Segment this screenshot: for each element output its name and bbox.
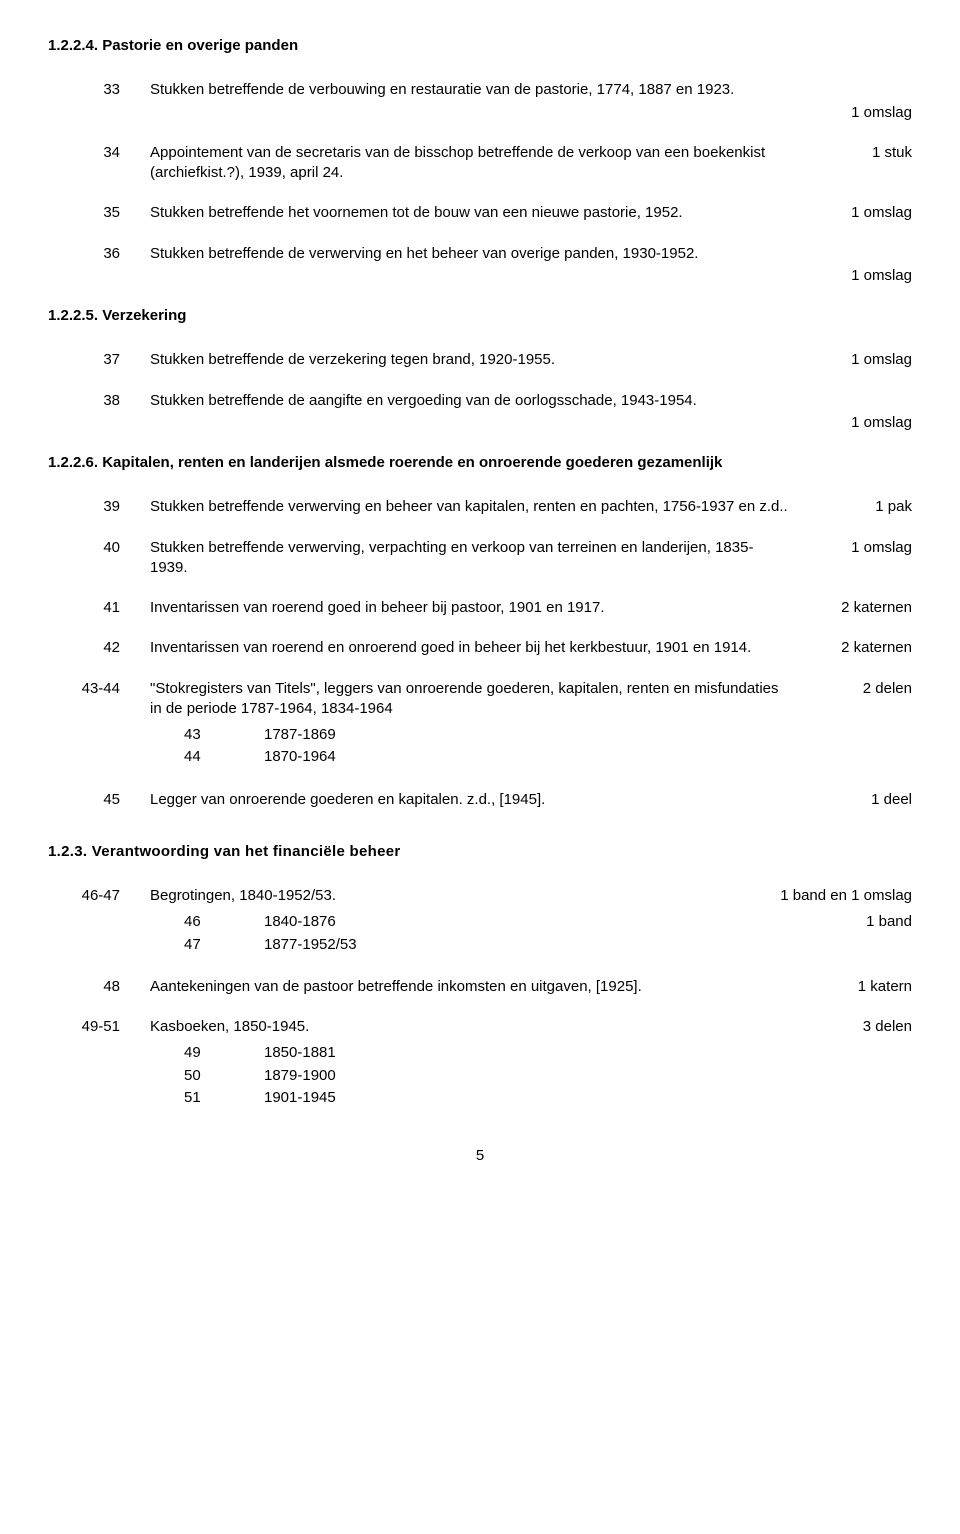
sub-entry-text: 1901-1945 [240, 1088, 802, 1108]
inventory-entry: 39Stukken betreffende verwerving en behe… [48, 497, 912, 517]
entry-ref: 35 [48, 203, 150, 223]
inventory-entry: 35Stukken betreffende het voornemen tot … [48, 203, 912, 223]
entry-extent: 1 omslag [802, 350, 912, 370]
sub-entry: 491850-1881 [150, 1043, 912, 1063]
entry-description: Stukken betreffende de verwerving en het… [150, 244, 912, 264]
inventory-entry: 36Stukken betreffende de verwerving en h… [48, 244, 912, 287]
entry-description: Stukken betreffende verwerving, verpacht… [150, 538, 802, 579]
entry-ref: 40 [48, 538, 150, 558]
sub-entry-text: 1870-1964 [240, 747, 802, 767]
entry-ref: 39 [48, 497, 150, 517]
sub-entry-ref: 49 [150, 1043, 240, 1063]
section-heading: 1.2.2.6. Kapitalen, renten en landerijen… [48, 453, 912, 473]
sub-entry-ref: 44 [150, 747, 240, 767]
entry-extent: 1 omslag [150, 413, 912, 433]
entry-description: Stukken betreffende het voornemen tot de… [150, 203, 802, 223]
entry-ref: 41 [48, 598, 150, 618]
sub-entry-list: 431787-1869441870-1964 [150, 725, 912, 768]
sub-entry-text: 1877-1952/53 [240, 935, 802, 955]
sub-entry: 501879-1900 [150, 1066, 912, 1086]
sub-entry: 511901-1945 [150, 1088, 912, 1108]
entry-extent: 1 pak [802, 497, 912, 517]
inventory-entry: 38Stukken betreffende de aangifte en ver… [48, 391, 912, 434]
entry-description: Appointement van de secretaris van de bi… [150, 143, 802, 184]
entry-ref: 34 [48, 143, 150, 163]
inventory-entry: 41Inventarissen van roerend goed in behe… [48, 598, 912, 618]
entry-extent: 1 omslag [150, 103, 912, 123]
sub-entry-extent [802, 1088, 912, 1108]
sub-entry-extent [802, 725, 912, 745]
entry-extent: 2 delen [802, 679, 912, 720]
entry-description: Aantekeningen van de pastoor betreffende… [150, 977, 802, 997]
entry-ref: 42 [48, 638, 150, 658]
sub-entry-text: 1850-1881 [240, 1043, 802, 1063]
sub-entry-list: 461840-18761 band 471877-1952/53 [150, 912, 912, 955]
sub-entry-ref: 50 [150, 1066, 240, 1086]
sub-entry: 431787-1869 [150, 725, 912, 745]
inventory-entry: 43-44"Stokregisters van Titels", leggers… [48, 679, 912, 770]
entry-extent: 1 omslag [802, 203, 912, 223]
sub-entry: 441870-1964 [150, 747, 912, 767]
entry-extent: 1 deel [802, 790, 912, 810]
entry-description: Stukken betreffende de aangifte en vergo… [150, 391, 912, 411]
inventory-entry: 42Inventarissen van roerend en onroerend… [48, 638, 912, 658]
sub-entry: 471877-1952/53 [150, 935, 912, 955]
section-heading: 1.2.3. Verantwoording van het financiële… [48, 842, 912, 862]
inventory-entry: 45Legger van onroerende goederen en kapi… [48, 790, 912, 810]
page-number: 5 [48, 1146, 912, 1166]
section-heading: 1.2.2.4. Pastorie en overige panden [48, 36, 912, 56]
entry-extent: 1 omslag [150, 266, 912, 286]
entry-ref: 37 [48, 350, 150, 370]
sub-entry-ref: 51 [150, 1088, 240, 1108]
entry-ref: 36 [48, 244, 150, 264]
inventory-entry: 40Stukken betreffende verwerving, verpac… [48, 538, 912, 579]
sub-entry-extent [802, 1043, 912, 1063]
entry-extent: 1 stuk [802, 143, 912, 184]
sub-entry-text: 1879-1900 [240, 1066, 802, 1086]
sub-entry-text: 1787-1869 [240, 725, 802, 745]
entry-description: Stukken betreffende verwerving en beheer… [150, 497, 802, 517]
inventory-entry: 46-47Begrotingen, 1840-1952/53.1 band en… [48, 886, 912, 957]
entry-extent: 2 katernen [802, 598, 912, 618]
entry-description: Kasboeken, 1850-1945. [150, 1017, 802, 1037]
sub-entry-ref: 47 [150, 935, 240, 955]
section-heading: 1.2.2.5. Verzekering [48, 306, 912, 326]
inventory-entry: 48Aantekeningen van de pastoor betreffen… [48, 977, 912, 997]
sub-entry: 461840-18761 band [150, 912, 912, 932]
entry-extent: 1 band en 1 omslag [780, 886, 912, 906]
inventory-entry: 49-51Kasboeken, 1850-1945.3 delen 491850-… [48, 1017, 912, 1110]
entry-description: Begrotingen, 1840-1952/53. [150, 886, 780, 906]
entry-description: "Stokregisters van Titels", leggers van … [150, 679, 802, 720]
entry-ref: 43-44 [48, 679, 150, 699]
entry-description: Inventarissen van roerend en onroerend g… [150, 638, 802, 658]
entry-ref: 33 [48, 80, 150, 100]
sub-entry-list: 491850-1881501879-1900511901-1945 [150, 1043, 912, 1108]
sub-entry-text: 1840-1876 [240, 912, 802, 932]
entry-description: Stukken betreffende de verbouwing en res… [150, 80, 912, 100]
sub-entry-extent [802, 747, 912, 767]
entry-extent: 1 katern [802, 977, 912, 997]
entry-extent: 1 omslag [802, 538, 912, 579]
entry-description: Inventarissen van roerend goed in beheer… [150, 598, 802, 618]
inventory-entry: 37Stukken betreffende de verzekering teg… [48, 350, 912, 370]
inventory-entry: 33Stukken betreffende de verbouwing en r… [48, 80, 912, 123]
sub-entry-extent [802, 1066, 912, 1086]
entry-extent: 3 delen [802, 1017, 912, 1037]
sub-entry-ref: 46 [150, 912, 240, 932]
sub-entry-extent [802, 935, 912, 955]
inventory-entry: 34Appointement van de secretaris van de … [48, 143, 912, 184]
entry-description: Stukken betreffende de verzekering tegen… [150, 350, 802, 370]
entry-ref: 45 [48, 790, 150, 810]
entry-ref: 49-51 [48, 1017, 150, 1037]
sub-entry-ref: 43 [150, 725, 240, 745]
entry-ref: 38 [48, 391, 150, 411]
sub-entry-extent: 1 band [802, 912, 912, 932]
entry-ref: 46-47 [48, 886, 150, 906]
document-body: 1.2.2.4. Pastorie en overige panden33Stu… [48, 36, 912, 1110]
entry-extent: 2 katernen [802, 638, 912, 658]
entry-ref: 48 [48, 977, 150, 997]
entry-description: Legger van onroerende goederen en kapita… [150, 790, 802, 810]
